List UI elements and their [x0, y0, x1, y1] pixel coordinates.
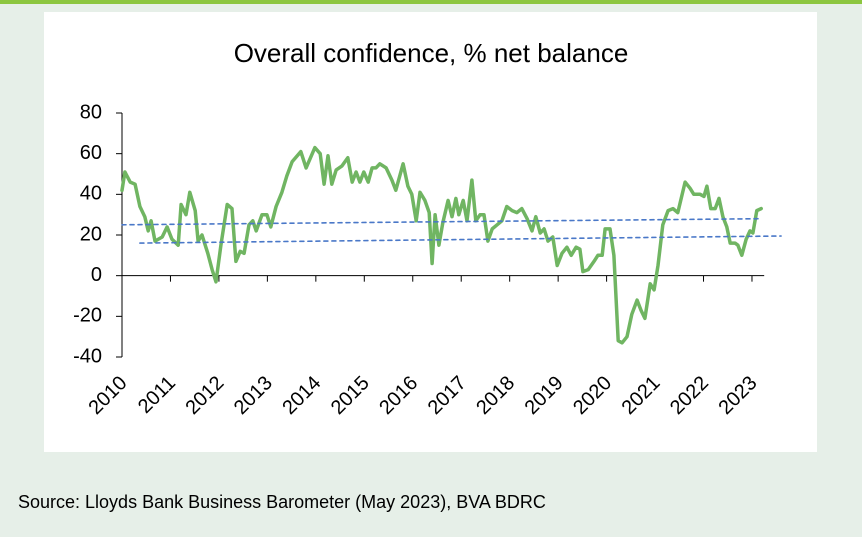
y-tick-label: -40 [73, 345, 102, 367]
y-tick-label: -20 [73, 305, 102, 327]
y-tick-label: 80 [80, 101, 102, 123]
y-tick-label: 60 [80, 142, 102, 164]
trend-line [139, 235, 782, 244]
y-tick-label: 0 [91, 264, 102, 286]
chart-title: Overall confidence, % net balance [234, 38, 629, 68]
source-note: Source: Lloyds Bank Business Barometer (… [18, 492, 546, 512]
trend-line [121, 217, 763, 226]
series-line [120, 145, 763, 345]
y-tick-label: 20 [80, 223, 102, 245]
top-bar [0, 0, 862, 4]
y-tick-label: 40 [80, 183, 102, 205]
